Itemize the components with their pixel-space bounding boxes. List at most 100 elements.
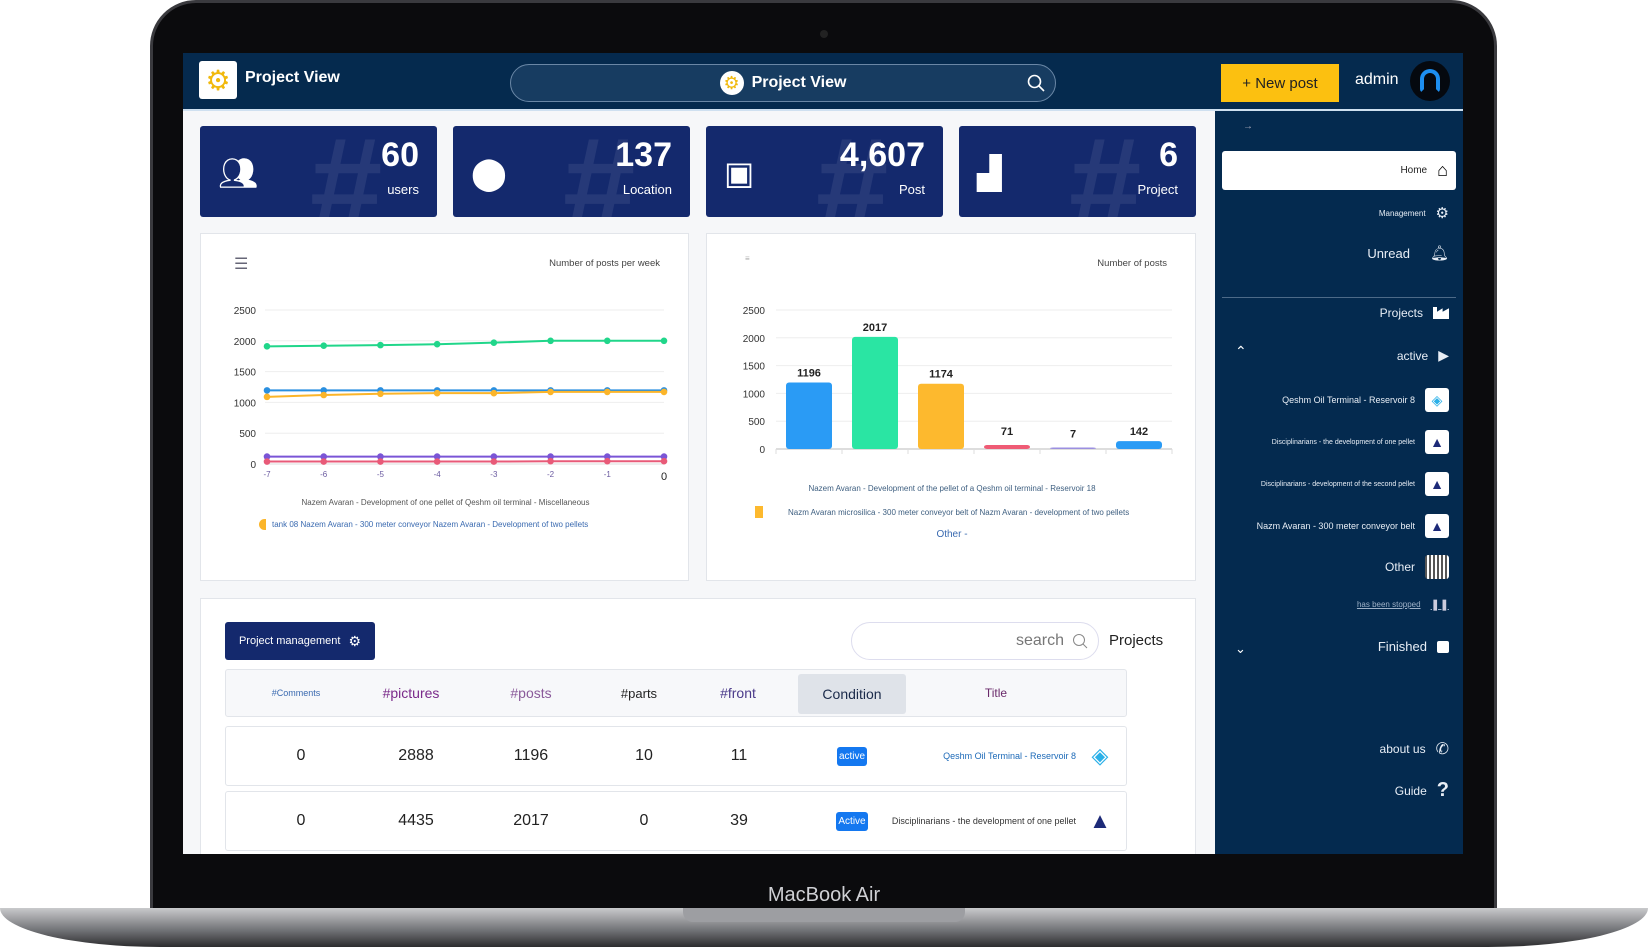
hash-watermark: # [563,126,636,217]
project-title-link[interactable]: Disciplinarians - the development of one… [891,816,1076,826]
data-point-red [377,458,384,465]
sidebar-item-projects[interactable]: Projects [1380,306,1449,320]
data-point-blue [263,387,271,394]
data-point-purple [490,453,498,460]
sidebar-item-about[interactable]: about us ✆ [1380,739,1449,759]
status-badge[interactable]: Active [836,811,868,831]
table-cell: 0 [639,812,649,829]
sidebar-item-finished[interactable]: Finished [1378,639,1449,654]
sidebar-label: Guide [1394,783,1427,798]
app-title: Project View [245,69,340,86]
chart-title: Number of posts per week [549,258,660,269]
legend-item[interactable]: tank 08 Nazem Avaran - 300 meter conveyo… [259,519,588,530]
column-header-title[interactable]: Title [984,686,1008,700]
legend-item[interactable]: Other - [936,529,968,540]
sidebar-item-unread[interactable]: Unread 🔔︎ [1367,244,1449,262]
column-header-posts[interactable]: #posts [510,685,552,701]
y-tick-label: 2000 [234,337,257,348]
logo-gear-icon[interactable]: ⚙ [199,61,237,99]
table-cell: 4435 [398,812,434,829]
sidebar-label: Finished [1377,639,1427,654]
stat-card-location[interactable]: # ⬤ 137 Location [453,126,690,217]
stat-value: 137 [615,136,672,174]
search-icon[interactable] [1027,74,1045,92]
menu-icon[interactable]: ☰ [234,256,249,273]
sidebar-item-management[interactable]: Management ⚙ [1379,204,1449,222]
stat-label: Project [1137,182,1178,197]
sidebar-project-item[interactable]: Disciplinarians - development of the sec… [1261,472,1449,496]
legend-item[interactable]: Nazm Avaran microsilica - 300 meter conv… [755,506,1129,518]
data-point-green [660,337,668,345]
menu-icon[interactable]: ≡ [745,254,750,263]
qr-code-icon [1425,555,1449,579]
series-line-green [266,339,664,348]
factory-icon: ▟ [977,155,1002,191]
data-point-purple [547,453,554,460]
sidebar-project-item[interactable]: Disciplinarians - the development of one… [1272,430,1449,454]
sidebar: → Home ⌂ Management ⚙ Unread 🔔︎ Projects ⌃ … [1215,111,1463,854]
column-header-front[interactable]: #front [720,685,756,701]
sidebar-item-guide[interactable]: Guide? [1395,779,1449,802]
hash-watermark: # [1069,126,1142,217]
data-point-orange [377,390,384,398]
bar [786,382,832,449]
data-point-orange [433,389,441,397]
home-icon: ⌂ [1437,160,1448,180]
sidebar-item-home[interactable]: Home ⌂ [1222,151,1456,190]
search-input[interactable]: search [851,622,1099,660]
sidebar-project-item[interactable]: Qeshm Oil Terminal - Reservoir 8 ◈ [1282,388,1449,412]
avatar[interactable] [1410,61,1450,101]
laptop-notch [683,908,965,922]
hash-watermark: # [816,126,889,217]
status-badge[interactable]: active [836,746,868,766]
triangle-logo-icon: ▲ [1425,472,1449,496]
chart-title: Number of posts [1097,258,1167,269]
column-header-comments[interactable]: #Comments [271,688,321,698]
line-chart: 2500 2000 1500 1000 500 0 -7 -6 -5 -4 -3 -2 -1 0 [234,306,668,483]
search-placeholder: search [1015,632,1064,649]
column-header-pictures[interactable]: #pictures [382,685,440,701]
divider [1222,297,1456,298]
legend-label: tank 08 Nazem Avaran - 300 meter conveyo… [272,520,589,529]
screen: ⚙ Project View ⚙ Project View + New post… [183,53,1463,854]
new-post-button[interactable]: + New post [1221,64,1339,102]
project-management-button[interactable]: Project management ⚙ [225,622,375,660]
table-header: #Comments #pictures #posts #parts #front… [225,669,1127,717]
sidebar-project-item[interactable]: Nazm Avaran - 300 meter conveyor belt ▲ [1257,514,1449,538]
table-row[interactable]: 0 2888 1196 10 11 active Qeshm Oil Terminal - … [225,726,1127,786]
stat-card-post[interactable]: # ▣ 4,607 Post [706,126,943,217]
factory-icon [1433,307,1449,319]
stat-value: 4,607 [839,136,925,174]
collapse-arrow-icon[interactable]: → [1243,121,1253,132]
stat-card-project[interactable]: # ▟ 6 Project [959,126,1196,217]
x-tick-label: -1 [604,470,612,479]
table-cell: 1196 [513,747,549,764]
stat-card-users[interactable]: # 👥︎ 60 users [200,126,437,217]
button-label: Project management [238,635,341,647]
column-header-parts[interactable]: #parts [620,685,658,701]
column-header-condition[interactable]: Condition [798,674,906,714]
data-point-orange [547,388,554,396]
header: ⚙ Project View ⚙ Project View + New post… [183,53,1463,111]
triangle-logo-icon: ▲ [1425,430,1449,454]
table-row[interactable]: 0 4435 2017 0 39 Active Disciplinarians - the … [225,791,1127,851]
play-icon: ▶ [1438,347,1449,363]
sidebar-item-stopped[interactable]: has been stopped ❚❚ [1357,598,1449,611]
table-cell: 39 [730,812,748,829]
sidebar-item-active[interactable]: active ▶ [1397,347,1449,364]
project-title-link[interactable]: Qeshm Oil Terminal - Reservoir 8 [943,751,1076,761]
y-tick-label: 1500 [234,368,257,379]
chevron-up-icon[interactable]: ⌃ [1235,343,1247,359]
header-search[interactable]: ⚙ Project View [510,64,1056,102]
x-tick-label: -2 [547,470,555,479]
data-point-green [263,343,271,350]
legend-item[interactable]: Nazem Avaran - Development of the pellet… [808,484,1096,493]
data-point-green [377,341,384,349]
sidebar-label: active [1396,348,1429,363]
data-point-purple [377,453,384,460]
chevron-down-icon[interactable]: ⌄ [1235,641,1246,656]
hash-watermark: # [310,126,383,217]
sidebar-item-other[interactable]: Other [1385,555,1449,579]
legend-item[interactable]: Nazem Avaran - Development of one pellet… [301,498,590,507]
y-tick-label: 2500 [743,306,766,317]
